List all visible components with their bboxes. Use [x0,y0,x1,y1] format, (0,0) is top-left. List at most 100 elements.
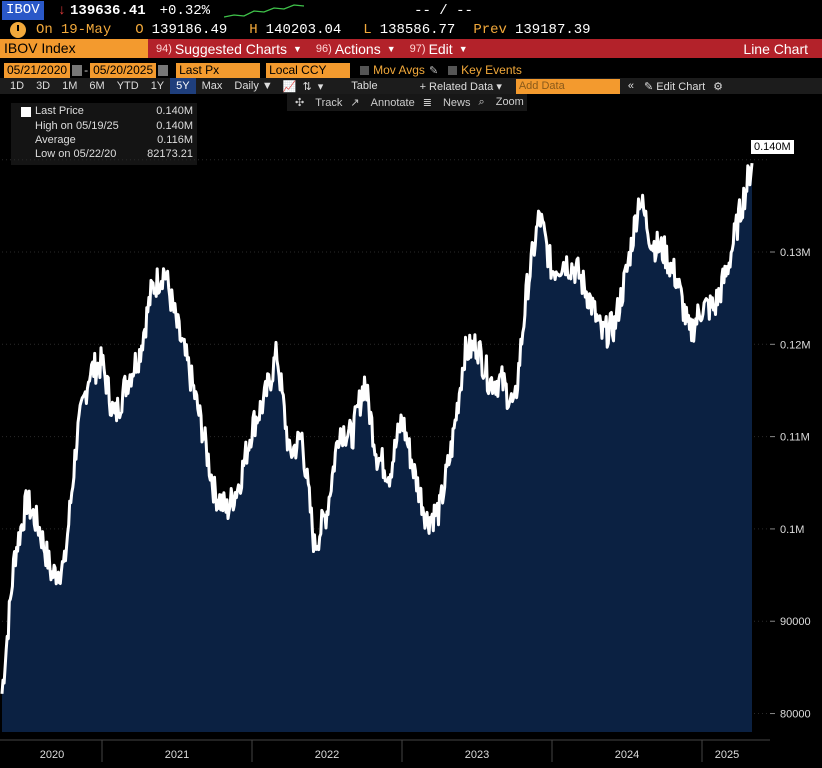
edit-label: Edit [428,40,453,57]
y-tick-label: 80000 [780,709,811,721]
edit-chart-button[interactable]: ✎ Edit Chart [643,80,706,93]
suggested-charts-menu[interactable]: 94) Suggested Charts ▼ [156,41,302,57]
frequency-select[interactable]: Daily ▼ [234,80,272,92]
price-change: +0.32% [159,2,211,19]
suggested-charts-label: Suggested Charts [174,40,287,57]
ticker-header: IBOV ↓ 139636.41 +0.32% -- / -- [0,0,822,21]
period-1y[interactable]: 1Y [150,80,165,92]
actions-label: Actions [334,40,381,57]
quote-line: On 19-May O 139186.49 H 140203.04 L 1385… [0,21,822,39]
bid-ask: -- / -- [414,2,473,19]
legend-value: 0.140M [156,105,193,117]
related-data-button[interactable]: + Related Data ▾ [419,80,502,93]
legend-swatch [21,107,31,117]
related-data-label: Related Data [429,80,494,93]
news-button[interactable]: ≣ News [422,97,471,109]
caret-down-icon[interactable]: ▾ [317,80,324,93]
open-label: O [135,22,144,38]
period-1d[interactable]: 1D [10,80,25,92]
period-6m[interactable]: 6M [89,80,105,92]
legend-panel: Last Price 0.140M High on 05/19/25 0.140… [11,103,197,165]
zoom-label: Zoom [495,96,524,108]
legend-row-average: Average 0.116M [11,134,197,147]
caret-down-icon: ▼ [386,43,396,54]
actions-menu[interactable]: 96) Actions ▼ [316,41,396,57]
prev-label: Prev [473,22,507,38]
calendar-icon[interactable] [72,64,83,76]
legend-name: Low on 05/22/20 [35,148,117,160]
currency-select[interactable]: Local CCY [266,62,351,78]
start-date-field[interactable]: 05/21/2020 [4,62,71,78]
field-select[interactable]: Last Px [176,62,261,78]
chevron-left-icon[interactable]: « [627,80,634,92]
edit-number: 97) [409,42,426,55]
period-1m[interactable]: 1M [62,80,78,92]
zoom-button[interactable]: ⌕ Zoom [478,96,524,108]
track-label: Track [315,97,343,109]
toolbar: 1D 3D 1M 6M YTD 1Y 5Y Max Daily ▼ 📈 ⇅ ▾ … [0,78,822,94]
bar-style-icon[interactable]: ⇅ [302,80,312,93]
y-tick-label: 0.1M [780,524,804,536]
low-value: 138586.77 [379,22,456,38]
key-events-checkbox[interactable] [448,65,458,75]
high-label: H [249,22,258,38]
x-tick-label: 2020 [40,749,64,761]
edit-menu[interactable]: 97) Edit ▼ [410,41,468,57]
last-price-tag: 0.140M [750,139,795,155]
legend-name: Average [35,134,76,146]
actions-number: 96) [315,42,332,55]
price-line [0,162,754,694]
date-separator: - [84,63,89,77]
annotate-button[interactable]: ↗ Annotate [350,97,415,109]
command-bar: IBOV Index 94) Suggested Charts ▼ 96) Ac… [0,39,822,58]
track-button[interactable]: ✣ Track [295,97,343,109]
period-ytd[interactable]: YTD [116,80,139,92]
x-tick-label: 2025 [715,749,739,761]
last-price: 139636.41 [70,2,146,19]
legend-row-last: Last Price 0.140M [11,105,197,118]
news-label: News [442,97,471,109]
quote-date: 19-May [60,22,112,38]
y-tick-label: 0.13M [780,247,811,259]
ticker-symbol[interactable]: IBOV [2,1,44,20]
mov-avgs-label: Mov Avgs [373,63,425,77]
y-tick-label: 0.11M [780,432,810,444]
menu-bar: 94) Suggested Charts ▼ 96) Actions ▼ 97)… [148,39,822,58]
suggested-charts-number: 94) [156,42,172,55]
clock-icon [10,22,26,38]
chart-type-title: Line Chart [743,40,808,57]
low-label: L [363,22,372,38]
open-value: 139186.49 [151,22,228,38]
y-tick-label: 90000 [780,616,811,628]
pencil-icon[interactable]: ✎ [428,64,439,77]
table-button[interactable]: Table [351,80,378,92]
on-label: On [36,22,53,38]
add-data-input[interactable]: Add Data [515,78,620,94]
line-style-icon[interactable]: 📈 [282,80,297,93]
calendar-icon[interactable] [158,64,169,76]
annotate-label: Annotate [370,97,415,109]
caret-down-icon: ▼ [292,43,302,54]
gear-icon[interactable]: ⚙ [713,80,724,93]
end-date-field[interactable]: 05/20/2025 [90,62,157,78]
price-area [2,163,752,733]
edit-chart-label: Edit Chart [656,80,706,93]
frequency-label: Daily [234,80,259,92]
legend-row-low: Low on 05/22/20 82173.21 [11,148,197,161]
legend-value: 0.140M [156,120,193,132]
x-tick-label: 2024 [615,749,639,761]
period-max[interactable]: Max [201,80,223,92]
x-tick-label: 2021 [165,749,189,761]
x-axis: 2020 2021 2022 2023 2024 2025 [0,739,770,762]
legend-row-high: High on 05/19/25 0.140M [11,120,197,133]
legend-name: High on 05/19/25 [35,120,119,132]
chart-tools: ✣ Track ↗ Annotate ≣ News ⌕ Zoom [287,94,527,111]
mov-avgs-checkbox[interactable] [360,65,370,75]
period-3d[interactable]: 3D [36,80,51,92]
x-tick-label: 2022 [315,749,339,761]
security-field[interactable]: IBOV Index [0,39,148,58]
chart-settings: 05/21/2020 - 05/20/2025 Last Px Local CC… [0,62,822,78]
period-5y[interactable]: 5Y [170,78,196,94]
down-arrow-icon: ↓ [57,2,67,19]
